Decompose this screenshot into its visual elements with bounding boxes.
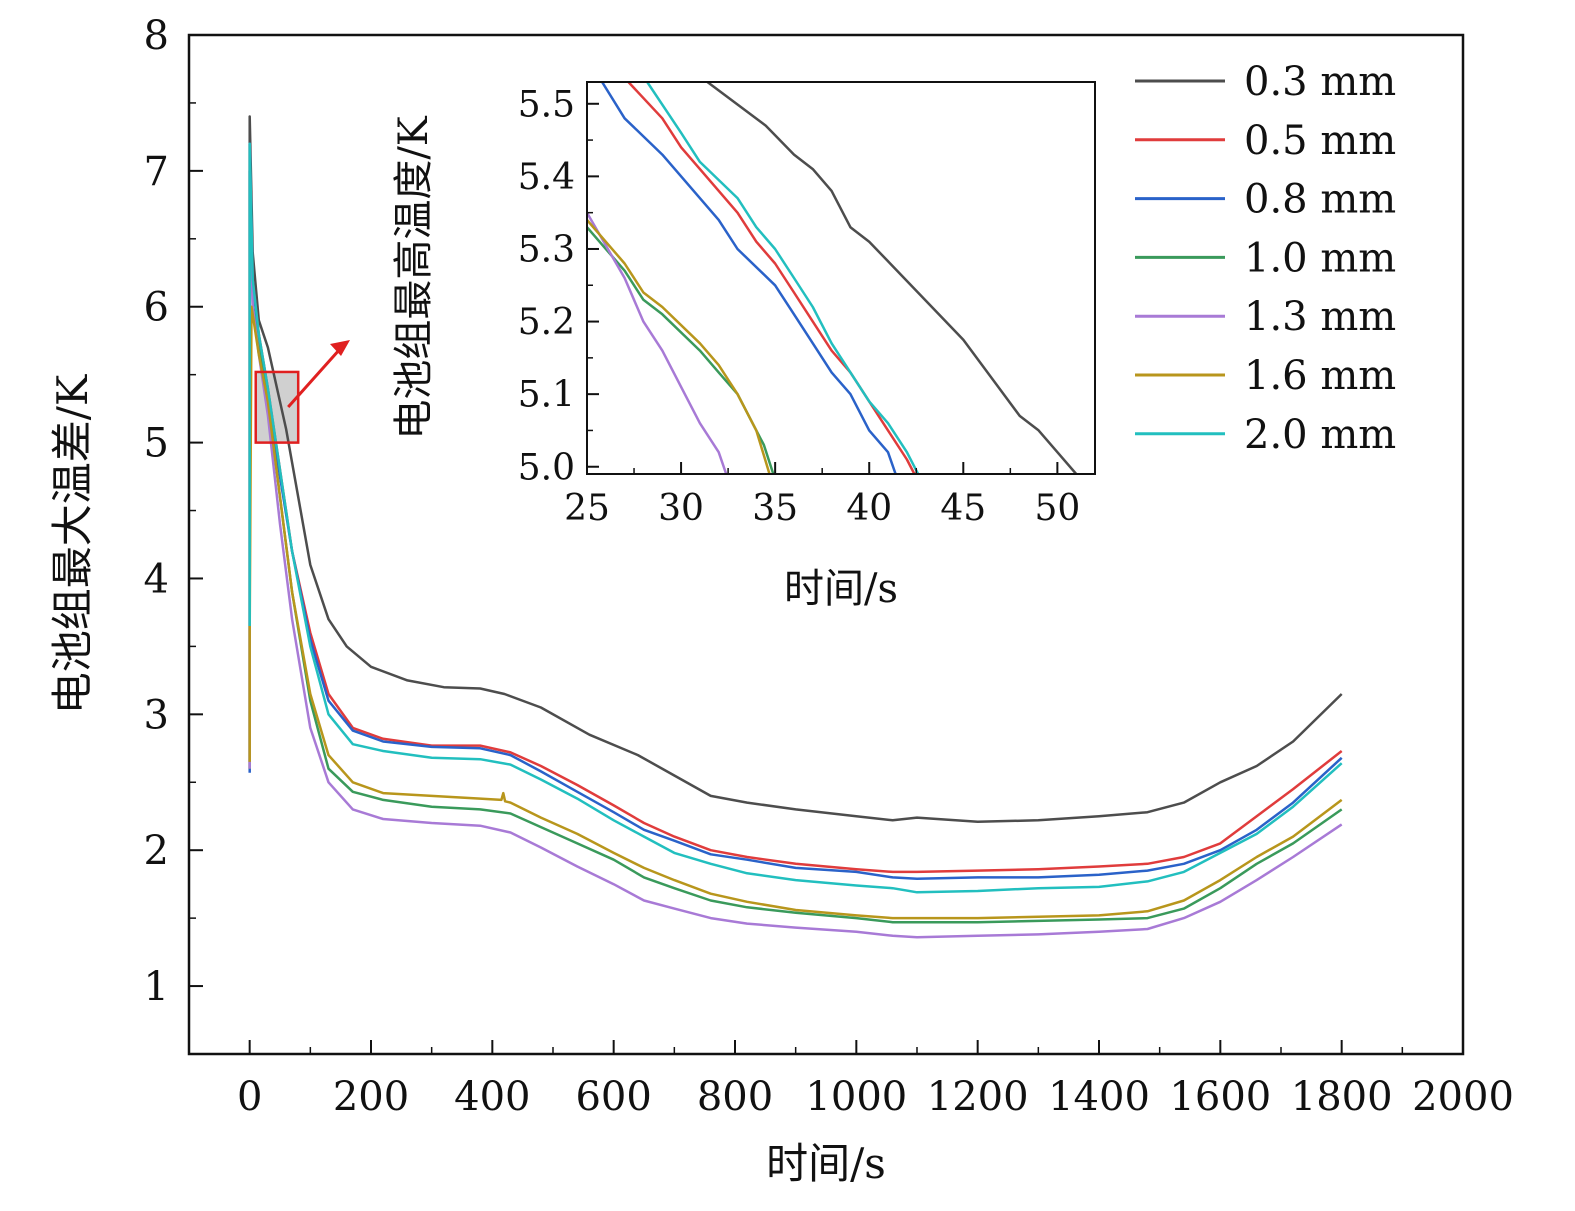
y-tick-label: 7 bbox=[144, 149, 169, 195]
series-line-1-6mm bbox=[248, 305, 1343, 920]
y-tick-label: 5.4 bbox=[518, 157, 575, 198]
zoom-region-outline bbox=[254, 370, 300, 444]
x-tick-label: 1400 bbox=[1048, 1074, 1150, 1120]
zoom-arrow-shaft bbox=[287, 348, 342, 408]
series-line-1-3mm bbox=[248, 169, 1343, 939]
y-tick-label: 5.3 bbox=[518, 230, 575, 271]
x-tick-label: 40 bbox=[846, 488, 892, 529]
x-axis-title: 时间/s bbox=[766, 1139, 886, 1188]
x-tick-label: 800 bbox=[697, 1074, 773, 1120]
x-tick-label: 600 bbox=[575, 1074, 651, 1120]
legend-label: 0.8 mm bbox=[1244, 177, 1396, 223]
inset-plot: 25 30 35 40 45 50 5.0 5.1 5.2 5.3 5.4 5.5 时间/s 电池组最高温… bbox=[391, 81, 1096, 612]
y-tick-label: 6 bbox=[144, 285, 169, 331]
main-plot: 0 200 400 600 800 1000 1200 1400 1600 1800 2000 1 2 3… bbox=[48, 13, 1514, 1188]
y-tick-label: 8 bbox=[144, 13, 169, 59]
series-line-1-0mm bbox=[587, 226, 775, 474]
plot-frame bbox=[187, 33, 1465, 1056]
y-tick-label: 4 bbox=[144, 556, 169, 602]
x-tick-label: 25 bbox=[564, 488, 610, 529]
x-tick-label: 1600 bbox=[1169, 1074, 1271, 1120]
legend: 0.3 mm 0.5 mm 0.8 mm 1.0 mm 1.3 mm 1.6 mm 2.0 … bbox=[1135, 59, 1396, 458]
y-tick-label: 3 bbox=[144, 692, 169, 738]
x-tick-label: 45 bbox=[940, 488, 986, 529]
x-tick-label: 1800 bbox=[1291, 1074, 1393, 1120]
x-tick-label: 1200 bbox=[927, 1074, 1029, 1120]
y-tick-label: 2 bbox=[144, 828, 169, 874]
series-line-1-6mm bbox=[587, 219, 771, 474]
y-tick-label: 5 bbox=[144, 421, 169, 467]
x-axis-title: 时间/s bbox=[784, 566, 898, 612]
legend-label: 0.5 mm bbox=[1244, 118, 1396, 164]
y-axis-title: 电池组最高温度/K bbox=[391, 115, 437, 439]
y-tick-label: 5.5 bbox=[518, 84, 575, 125]
x-tick-label: 0 bbox=[237, 1074, 262, 1120]
plot-frame bbox=[586, 81, 1096, 475]
legend-label: 1.0 mm bbox=[1244, 235, 1396, 281]
legend-label: 1.6 mm bbox=[1244, 353, 1396, 399]
y-tick-label: 5.2 bbox=[518, 302, 575, 343]
x-tick-label: 50 bbox=[1034, 488, 1080, 529]
y-tick-label: 5.1 bbox=[518, 375, 575, 416]
x-tick-label: 35 bbox=[752, 488, 798, 529]
x-tick-label: 1000 bbox=[805, 1074, 907, 1120]
series-line-0-3mm bbox=[706, 82, 1078, 474]
x-tick-label: 400 bbox=[454, 1074, 530, 1120]
series-line-2-0mm bbox=[646, 82, 920, 474]
series-line-2-0mm bbox=[248, 142, 1343, 894]
legend-label: 0.3 mm bbox=[1244, 59, 1396, 105]
y-tick-label: 1 bbox=[144, 964, 169, 1010]
x-tick-label: 200 bbox=[333, 1074, 409, 1120]
series-line-0-8mm bbox=[601, 82, 897, 474]
legend-label: 1.3 mm bbox=[1244, 294, 1396, 340]
series-line-1-3mm bbox=[587, 212, 728, 474]
y-axis-title: 电池组最大温差/K bbox=[48, 373, 97, 714]
series-line-0-3mm bbox=[248, 115, 1343, 823]
x-tick-label: 2000 bbox=[1412, 1074, 1514, 1120]
series-line-0-5mm bbox=[627, 82, 916, 474]
x-tick-label: 30 bbox=[658, 488, 704, 529]
zoom-arrow-head bbox=[330, 340, 350, 356]
y-tick-label: 5.0 bbox=[518, 447, 575, 488]
legend-label: 2.0 mm bbox=[1244, 412, 1396, 458]
